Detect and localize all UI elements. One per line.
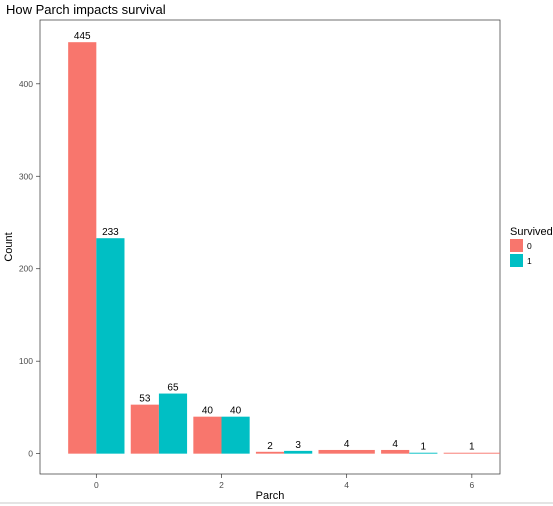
bar-survived-0-parch-5 — [381, 449, 410, 454]
legend-label-0: 0 — [527, 241, 532, 251]
bar-survived-0-parch-6 — [443, 452, 500, 454]
bar-survived-1-parch-1 — [158, 393, 188, 454]
bar-survived-1-parch-3 — [284, 450, 313, 454]
data-label-survived-0-parch-0: 445 — [74, 31, 91, 42]
y-tick-label: 300 — [19, 171, 33, 181]
legend-label-1: 1 — [527, 256, 532, 266]
data-label-survived-0-parch-6: 1 — [469, 442, 475, 453]
data-label-survived-0-parch-1: 53 — [139, 394, 151, 405]
legend: Survived 0 1 — [510, 226, 553, 267]
bar-survived-1-parch-5 — [409, 452, 438, 454]
legend-key-0 — [510, 239, 523, 252]
data-label-survived-0-parch-2: 40 — [202, 406, 214, 417]
x-tick-label: 2 — [219, 480, 224, 490]
bar-survived-1-parch-2 — [221, 416, 250, 454]
legend-title: Survived — [510, 226, 553, 238]
plot-panel — [39, 19, 501, 475]
data-label-survived-0-parch-4: 4 — [344, 439, 350, 450]
data-label-survived-1-parch-2: 40 — [230, 406, 242, 417]
bar-survived-0-parch-3 — [255, 451, 285, 454]
bar-survived-0-parch-2 — [193, 416, 222, 454]
y-axis-title: Count — [3, 232, 15, 261]
y-tick-label: 200 — [19, 264, 33, 274]
x-tick-label: 4 — [344, 480, 349, 490]
bars-layer — [68, 42, 500, 454]
y-axis: 0 100 200 300 400 — [19, 79, 40, 459]
data-label-survived-1-parch-3: 3 — [295, 440, 301, 451]
data-label-survived-1-parch-1: 65 — [167, 383, 179, 394]
y-tick-label: 100 — [19, 356, 33, 366]
x-axis-title: Parch — [256, 490, 285, 502]
data-labels-layer: 445 53 40 2 4 4 233 65 40 3 1 1 — [74, 31, 475, 453]
data-label-survived-0-parch-5: 4 — [392, 439, 398, 450]
legend-key-1 — [510, 254, 523, 267]
bar-survived-0-parch-4 — [318, 449, 375, 454]
x-tick-label: 6 — [469, 480, 474, 490]
chart-title: How Parch impacts survival — [6, 2, 166, 17]
y-tick-label: 0 — [28, 449, 33, 459]
y-tick-label: 400 — [19, 79, 33, 89]
data-label-survived-1-parch-0: 233 — [102, 227, 119, 238]
bar-survived-0-parch-1 — [130, 404, 159, 454]
x-axis: 0 2 4 6 — [94, 474, 474, 490]
bar-survived-0-parch-0 — [68, 42, 97, 454]
x-tick-label: 0 — [94, 480, 99, 490]
data-label-survived-0-parch-3: 2 — [267, 441, 273, 452]
data-label-survived-1-parch-5: 1 — [421, 442, 427, 453]
bar-survived-1-parch-0 — [96, 238, 125, 454]
